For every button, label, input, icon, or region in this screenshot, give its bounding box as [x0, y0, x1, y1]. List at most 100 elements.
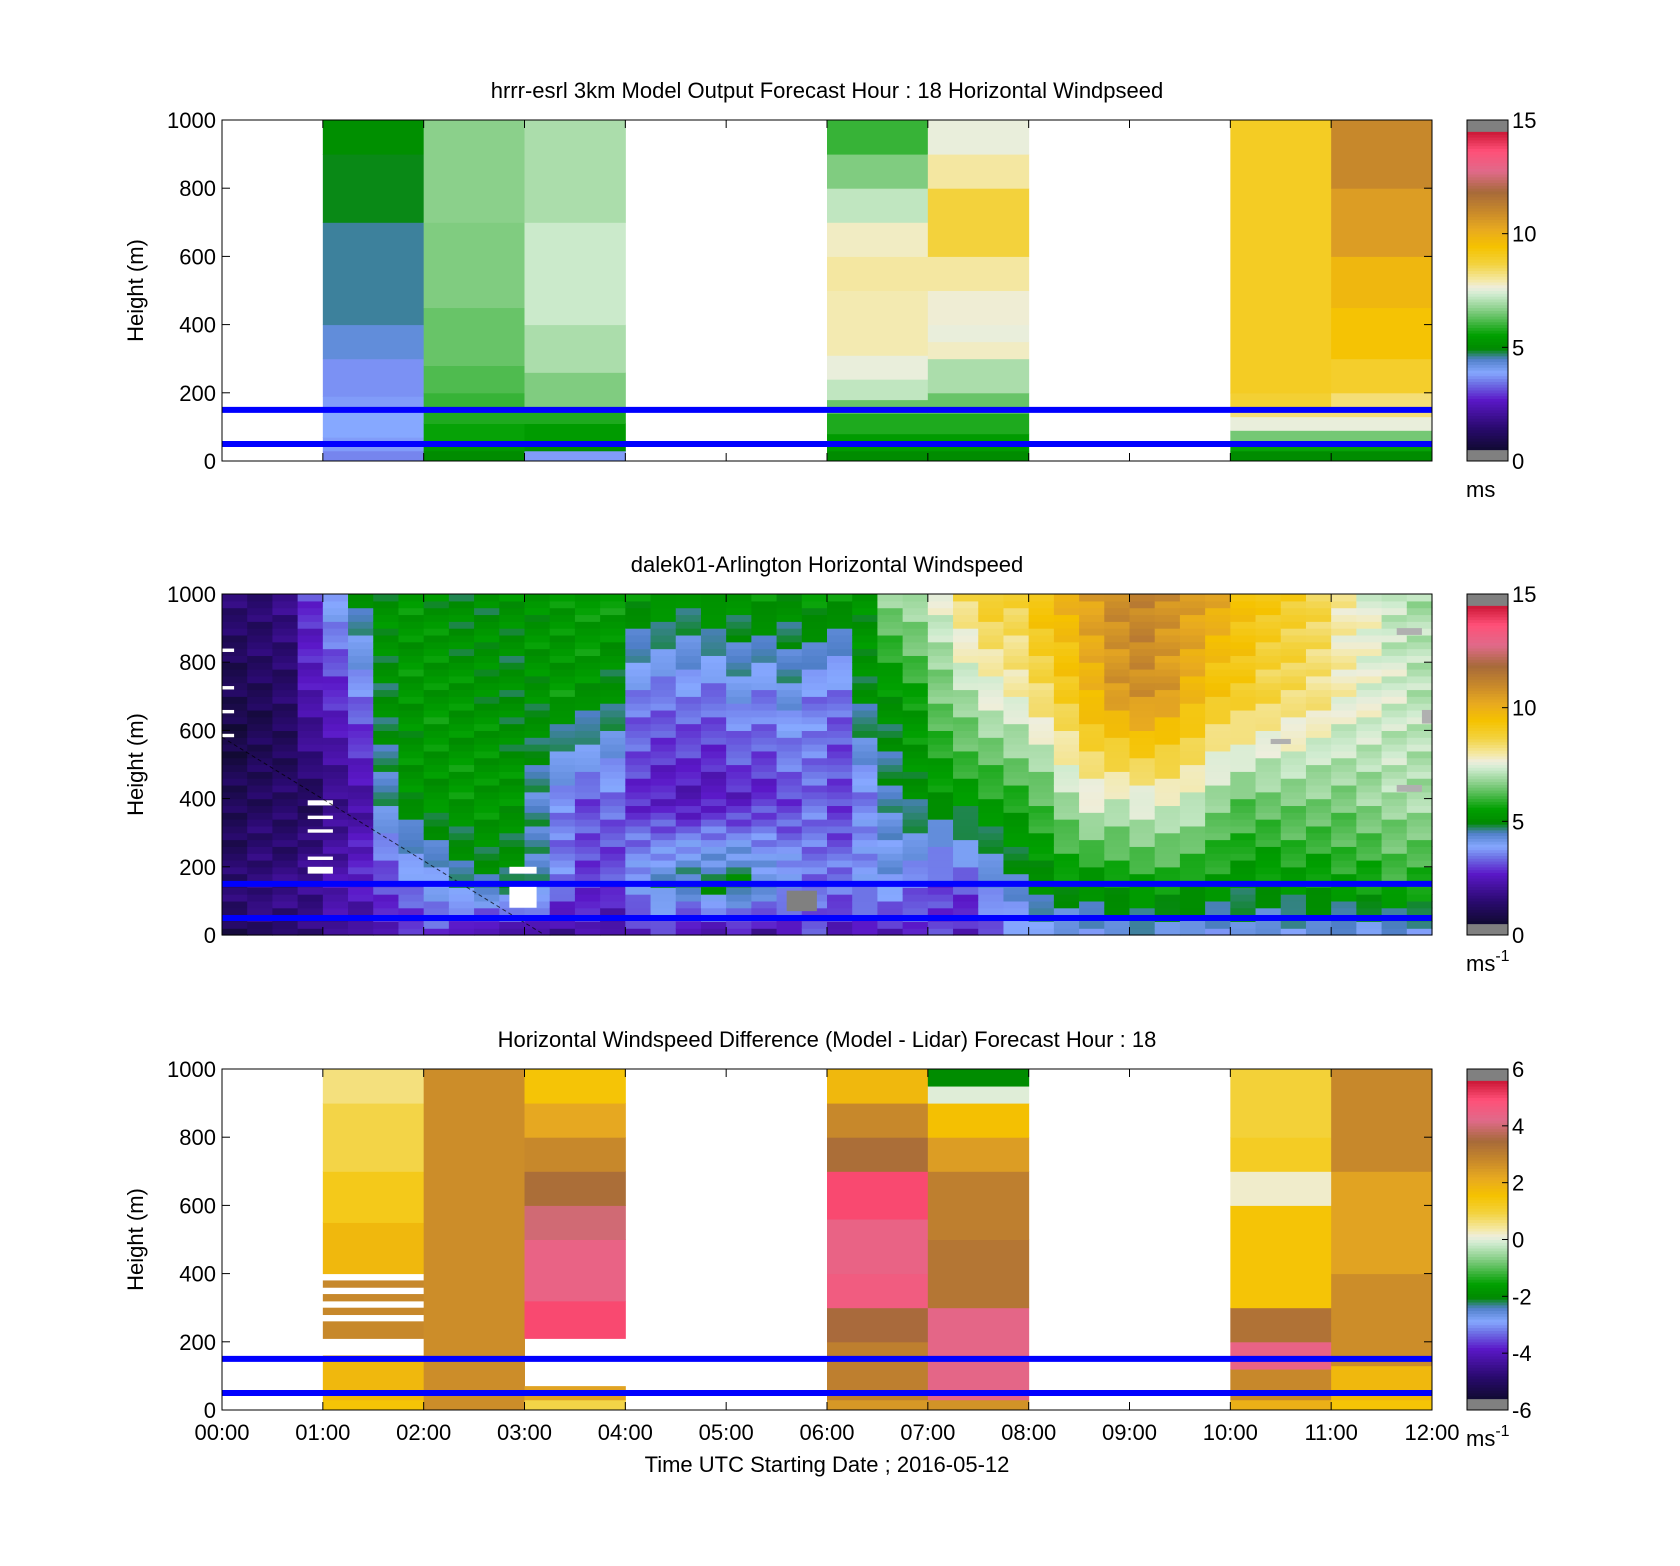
heatmap-cell — [1230, 634, 1257, 643]
heatmap-cell — [1381, 703, 1408, 711]
heatmap-cell — [1205, 682, 1231, 691]
colorbar-swatch — [1467, 162, 1508, 166]
heatmap-cell — [650, 853, 677, 861]
heatmap-cell — [877, 628, 904, 636]
colorbar-unit-exponent: -1 — [1495, 1423, 1509, 1440]
heatmap-cell — [827, 1103, 929, 1138]
heatmap-cell — [1255, 791, 1282, 800]
heatmap-cell — [776, 662, 803, 670]
heatmap-cell — [247, 614, 274, 622]
heatmap-cell — [927, 341, 1030, 360]
heatmap-cell — [726, 737, 752, 745]
heatmap-cell — [1356, 846, 1383, 854]
heatmap-cell — [524, 805, 551, 813]
heatmap-cell — [474, 839, 500, 847]
heatmap-cell — [348, 723, 374, 731]
colorbar-swatch — [1467, 401, 1508, 405]
heatmap-cell — [1028, 921, 1055, 929]
heatmap-cell — [1154, 607, 1181, 616]
heatmap-cell — [1179, 921, 1206, 929]
heatmap-cell — [1356, 778, 1383, 786]
heatmap-cell — [574, 778, 601, 786]
heatmap-cell — [322, 689, 349, 697]
colorbar-swatch — [1467, 176, 1508, 181]
colorbar-unit: ms — [1466, 477, 1495, 502]
heatmap-cell — [222, 689, 248, 697]
heatmap-cell — [1154, 662, 1181, 670]
heatmap-cell — [1003, 887, 1030, 895]
heatmap-cell — [1305, 675, 1332, 684]
heatmap-cell — [852, 709, 879, 718]
heatmap-cell — [801, 682, 828, 691]
colorbar-swatch — [1467, 1120, 1508, 1124]
heatmap-cell — [600, 873, 626, 882]
heatmap-cell — [1230, 784, 1257, 793]
heatmap-cell — [474, 764, 500, 772]
heatmap-cell — [1230, 764, 1257, 772]
heatmap-cell — [852, 744, 879, 752]
heatmap-cell — [1179, 812, 1206, 820]
heatmap-cell — [953, 614, 979, 622]
heatmap-cell — [524, 1239, 626, 1302]
colorbar-swatch — [1467, 202, 1508, 206]
heatmap-cell — [1129, 730, 1156, 738]
heatmap-cell — [1079, 846, 1105, 854]
heatmap-cell — [574, 655, 601, 663]
colorbar-swatch — [1467, 917, 1508, 922]
heatmap-cell — [423, 873, 450, 882]
heatmap-cell — [1280, 812, 1307, 820]
colorbar-swatch — [1467, 1097, 1508, 1101]
heatmap-cell — [1129, 853, 1156, 861]
heatmap-cell — [1406, 887, 1433, 895]
heatmap-cell — [1205, 866, 1231, 875]
heatmap-cell — [1028, 784, 1055, 793]
heatmap-cell — [801, 866, 828, 875]
heatmap-cell — [801, 655, 828, 663]
heatmap-cell — [322, 154, 425, 223]
heatmap-cell — [776, 928, 803, 936]
heatmap-cell — [1406, 873, 1433, 882]
heatmap-cell — [322, 778, 349, 786]
missing-cell — [1396, 784, 1422, 792]
heatmap-cell — [1053, 737, 1080, 745]
heatmap-cell — [448, 887, 475, 895]
heatmap-cell — [1230, 682, 1257, 691]
heatmap-cell — [1381, 771, 1408, 779]
heatmap-cell — [322, 791, 349, 800]
colorbar-swatch — [1467, 299, 1508, 303]
heatmap-cell — [222, 703, 248, 711]
heatmap-cell — [1205, 921, 1231, 929]
heatmap-cell — [1179, 709, 1206, 718]
heatmap-cell — [322, 607, 349, 616]
heatmap-cell — [348, 894, 374, 902]
heatmap-cell — [827, 648, 853, 656]
heatmap-cell — [1053, 669, 1080, 677]
heatmap-cell — [297, 628, 324, 636]
heatmap-cell — [852, 928, 879, 936]
heatmap-cell — [726, 812, 752, 820]
heatmap-cell — [1280, 744, 1307, 752]
heatmap-cell — [272, 853, 299, 861]
heatmap-cell — [499, 696, 526, 704]
heatmap-cell — [348, 778, 374, 786]
heatmap-cell — [423, 900, 450, 909]
heatmap-cell — [297, 900, 324, 909]
colorbar-swatch — [1467, 219, 1508, 223]
heatmap-cell — [953, 894, 979, 902]
heatmap-cell — [1406, 709, 1433, 718]
heatmap-cell — [1028, 750, 1055, 759]
heatmap-cell — [650, 771, 677, 779]
heatmap-cell — [1255, 887, 1282, 895]
heatmap-cell — [272, 655, 299, 663]
heatmap-cell — [1381, 689, 1408, 697]
colorbar-swatch — [1467, 191, 1508, 195]
heatmap-cell — [1381, 614, 1408, 622]
heatmap-cell — [927, 798, 954, 807]
heatmap-cell — [373, 703, 400, 711]
heatmap-cell — [1255, 723, 1282, 731]
heatmap-cell — [474, 723, 500, 731]
missing-cell — [222, 686, 235, 690]
heatmap-cell — [827, 256, 929, 291]
heatmap-cell — [474, 921, 500, 929]
